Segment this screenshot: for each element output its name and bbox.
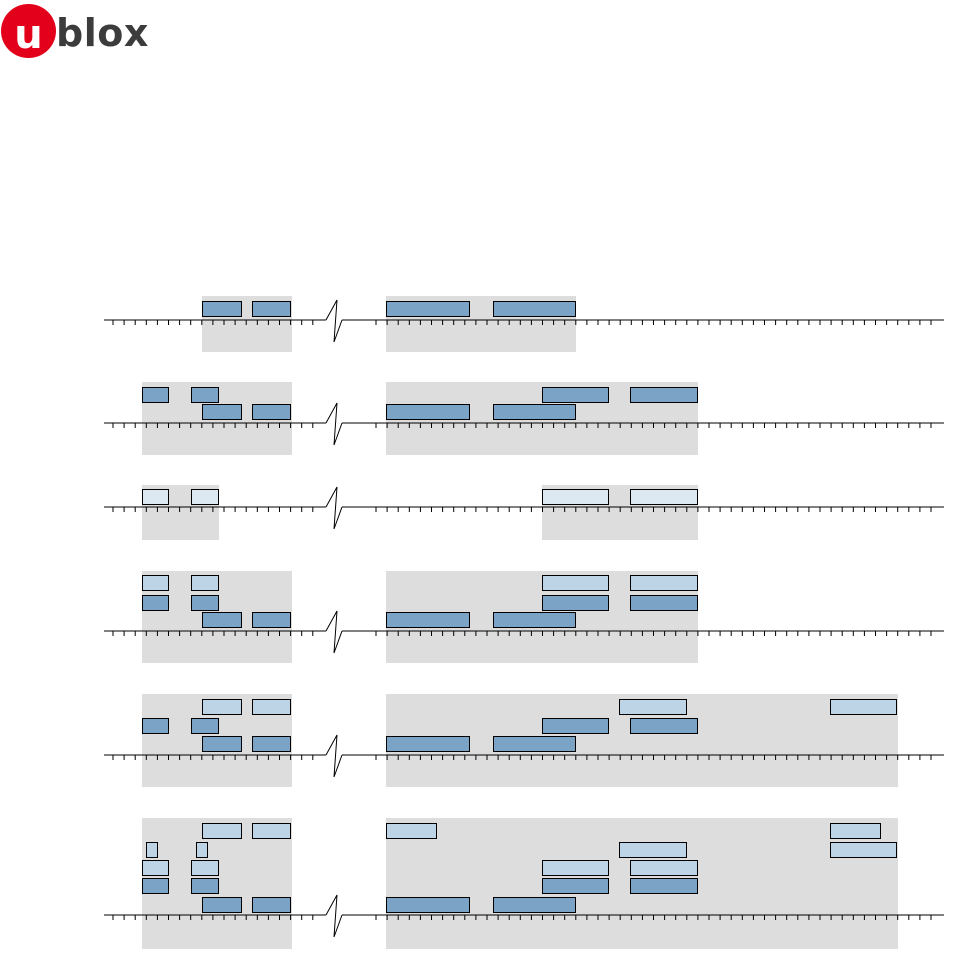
- row-4-block-dark: [542, 595, 609, 611]
- row-2-block-dark: [542, 387, 609, 403]
- row-6-block-mid: [252, 823, 291, 839]
- row-4-block-dark: [630, 595, 698, 611]
- row-4-block-mid: [142, 575, 169, 591]
- row-6-block-mid: [542, 860, 609, 876]
- row-6-block-mid: [191, 860, 219, 876]
- row-6-axis-break-icon: [325, 894, 343, 938]
- row-6-block-mid: [830, 823, 881, 839]
- row-6-block-mid: [619, 842, 687, 858]
- row-2-block-dark: [386, 404, 470, 420]
- row-3-block-light: [542, 489, 609, 505]
- logo-wordmark: blox: [56, 11, 149, 55]
- row-5-block-mid: [830, 699, 897, 715]
- row-1-axis-break-icon: [325, 299, 343, 343]
- row-5-block-dark: [542, 718, 609, 734]
- row-2-block-dark: [252, 404, 291, 420]
- row-6-block-mid: [202, 823, 242, 839]
- row-6-block-dark: [202, 897, 242, 913]
- row-5-block-dark: [630, 718, 698, 734]
- row-5-block-dark: [142, 718, 169, 734]
- row-5-block-dark: [386, 736, 470, 752]
- row-6-block-dark: [493, 897, 576, 913]
- row-2-block-dark: [202, 404, 242, 420]
- row-3-axis-break-icon: [325, 486, 343, 530]
- row-2-block-dark: [191, 387, 219, 403]
- row-5-block-mid: [619, 699, 687, 715]
- row-4-block-dark: [386, 612, 470, 628]
- row-6-block-mid: [196, 842, 208, 858]
- row-2-block-dark: [493, 404, 576, 420]
- row-2-block-dark: [142, 387, 169, 403]
- row-3-block-light: [142, 489, 169, 505]
- row-4-block-dark: [191, 595, 219, 611]
- row-5-block-dark: [252, 736, 291, 752]
- row-6-block-mid: [146, 842, 158, 858]
- ublox-logo: u blox: [0, 0, 160, 64]
- row-6-block-dark: [630, 878, 698, 894]
- row-3-block-light: [191, 489, 219, 505]
- row-6-block-mid: [630, 860, 698, 876]
- row-1-block-dark: [386, 301, 470, 317]
- row-4-block-dark: [202, 612, 242, 628]
- row-2-axis-break-icon: [325, 402, 343, 446]
- row-1-block-dark: [252, 301, 291, 317]
- logo-letter-u: u: [14, 12, 43, 58]
- row-4-axis-break-icon: [325, 610, 343, 654]
- row-6-block-dark: [252, 897, 291, 913]
- row-6-block-mid: [386, 823, 437, 839]
- row-6-block-mid: [830, 842, 897, 858]
- row-6-block-dark: [386, 897, 470, 913]
- row-6-block-dark: [542, 878, 609, 894]
- row-4-block-mid: [542, 575, 609, 591]
- row-4-block-mid: [191, 575, 219, 591]
- row-5-block-mid: [202, 699, 242, 715]
- row-5-axis-break-icon: [325, 734, 343, 778]
- row-4-block-dark: [252, 612, 291, 628]
- row-5-block-mid: [252, 699, 291, 715]
- logo-circle-icon: [1, 4, 56, 58]
- row-6-block-dark: [142, 878, 169, 894]
- row-4-block-dark: [142, 595, 169, 611]
- row-6-block-dark: [191, 878, 219, 894]
- row-5-block-dark: [493, 736, 576, 752]
- row-3-block-light: [630, 489, 698, 505]
- row-5-block-dark: [191, 718, 219, 734]
- row-5-block-dark: [202, 736, 242, 752]
- row-2-block-dark: [630, 387, 698, 403]
- row-4-block-mid: [630, 575, 698, 591]
- row-6-block-mid: [142, 860, 169, 876]
- row-1-block-dark: [493, 301, 576, 317]
- row-4-block-dark: [493, 612, 576, 628]
- row-1-block-dark: [202, 301, 242, 317]
